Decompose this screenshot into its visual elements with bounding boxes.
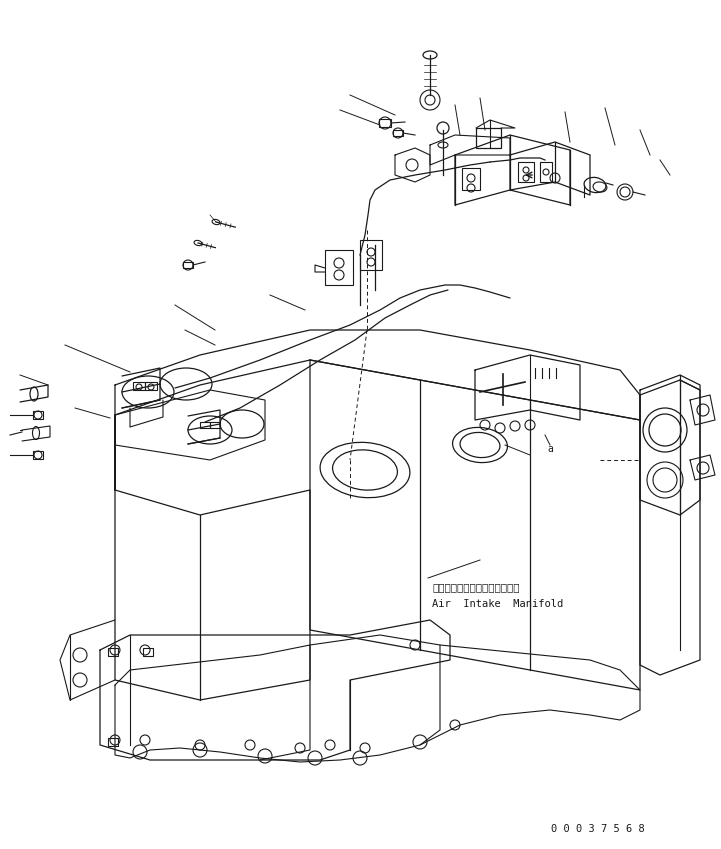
- Bar: [393, 130, 403, 136]
- Bar: [33, 451, 43, 459]
- Text: Air  Intake  Manifold: Air Intake Manifold: [432, 599, 563, 609]
- Text: 0 0 0 3 7 5 6 8: 0 0 0 3 7 5 6 8: [551, 824, 645, 834]
- Bar: [183, 262, 193, 268]
- Bar: [325, 250, 353, 285]
- Bar: [540, 162, 552, 182]
- Bar: [108, 648, 118, 656]
- Bar: [518, 162, 534, 182]
- Bar: [143, 648, 153, 656]
- Bar: [210, 422, 220, 428]
- Bar: [360, 240, 382, 270]
- Bar: [133, 382, 145, 390]
- Text: a: a: [547, 444, 553, 454]
- Bar: [145, 382, 157, 390]
- Bar: [33, 411, 43, 419]
- Bar: [476, 128, 501, 148]
- Bar: [379, 119, 391, 127]
- Bar: [462, 168, 480, 190]
- Text: エアーインテークマニホールド: エアーインテークマニホールド: [432, 582, 520, 592]
- Bar: [108, 738, 118, 746]
- Bar: [200, 422, 210, 428]
